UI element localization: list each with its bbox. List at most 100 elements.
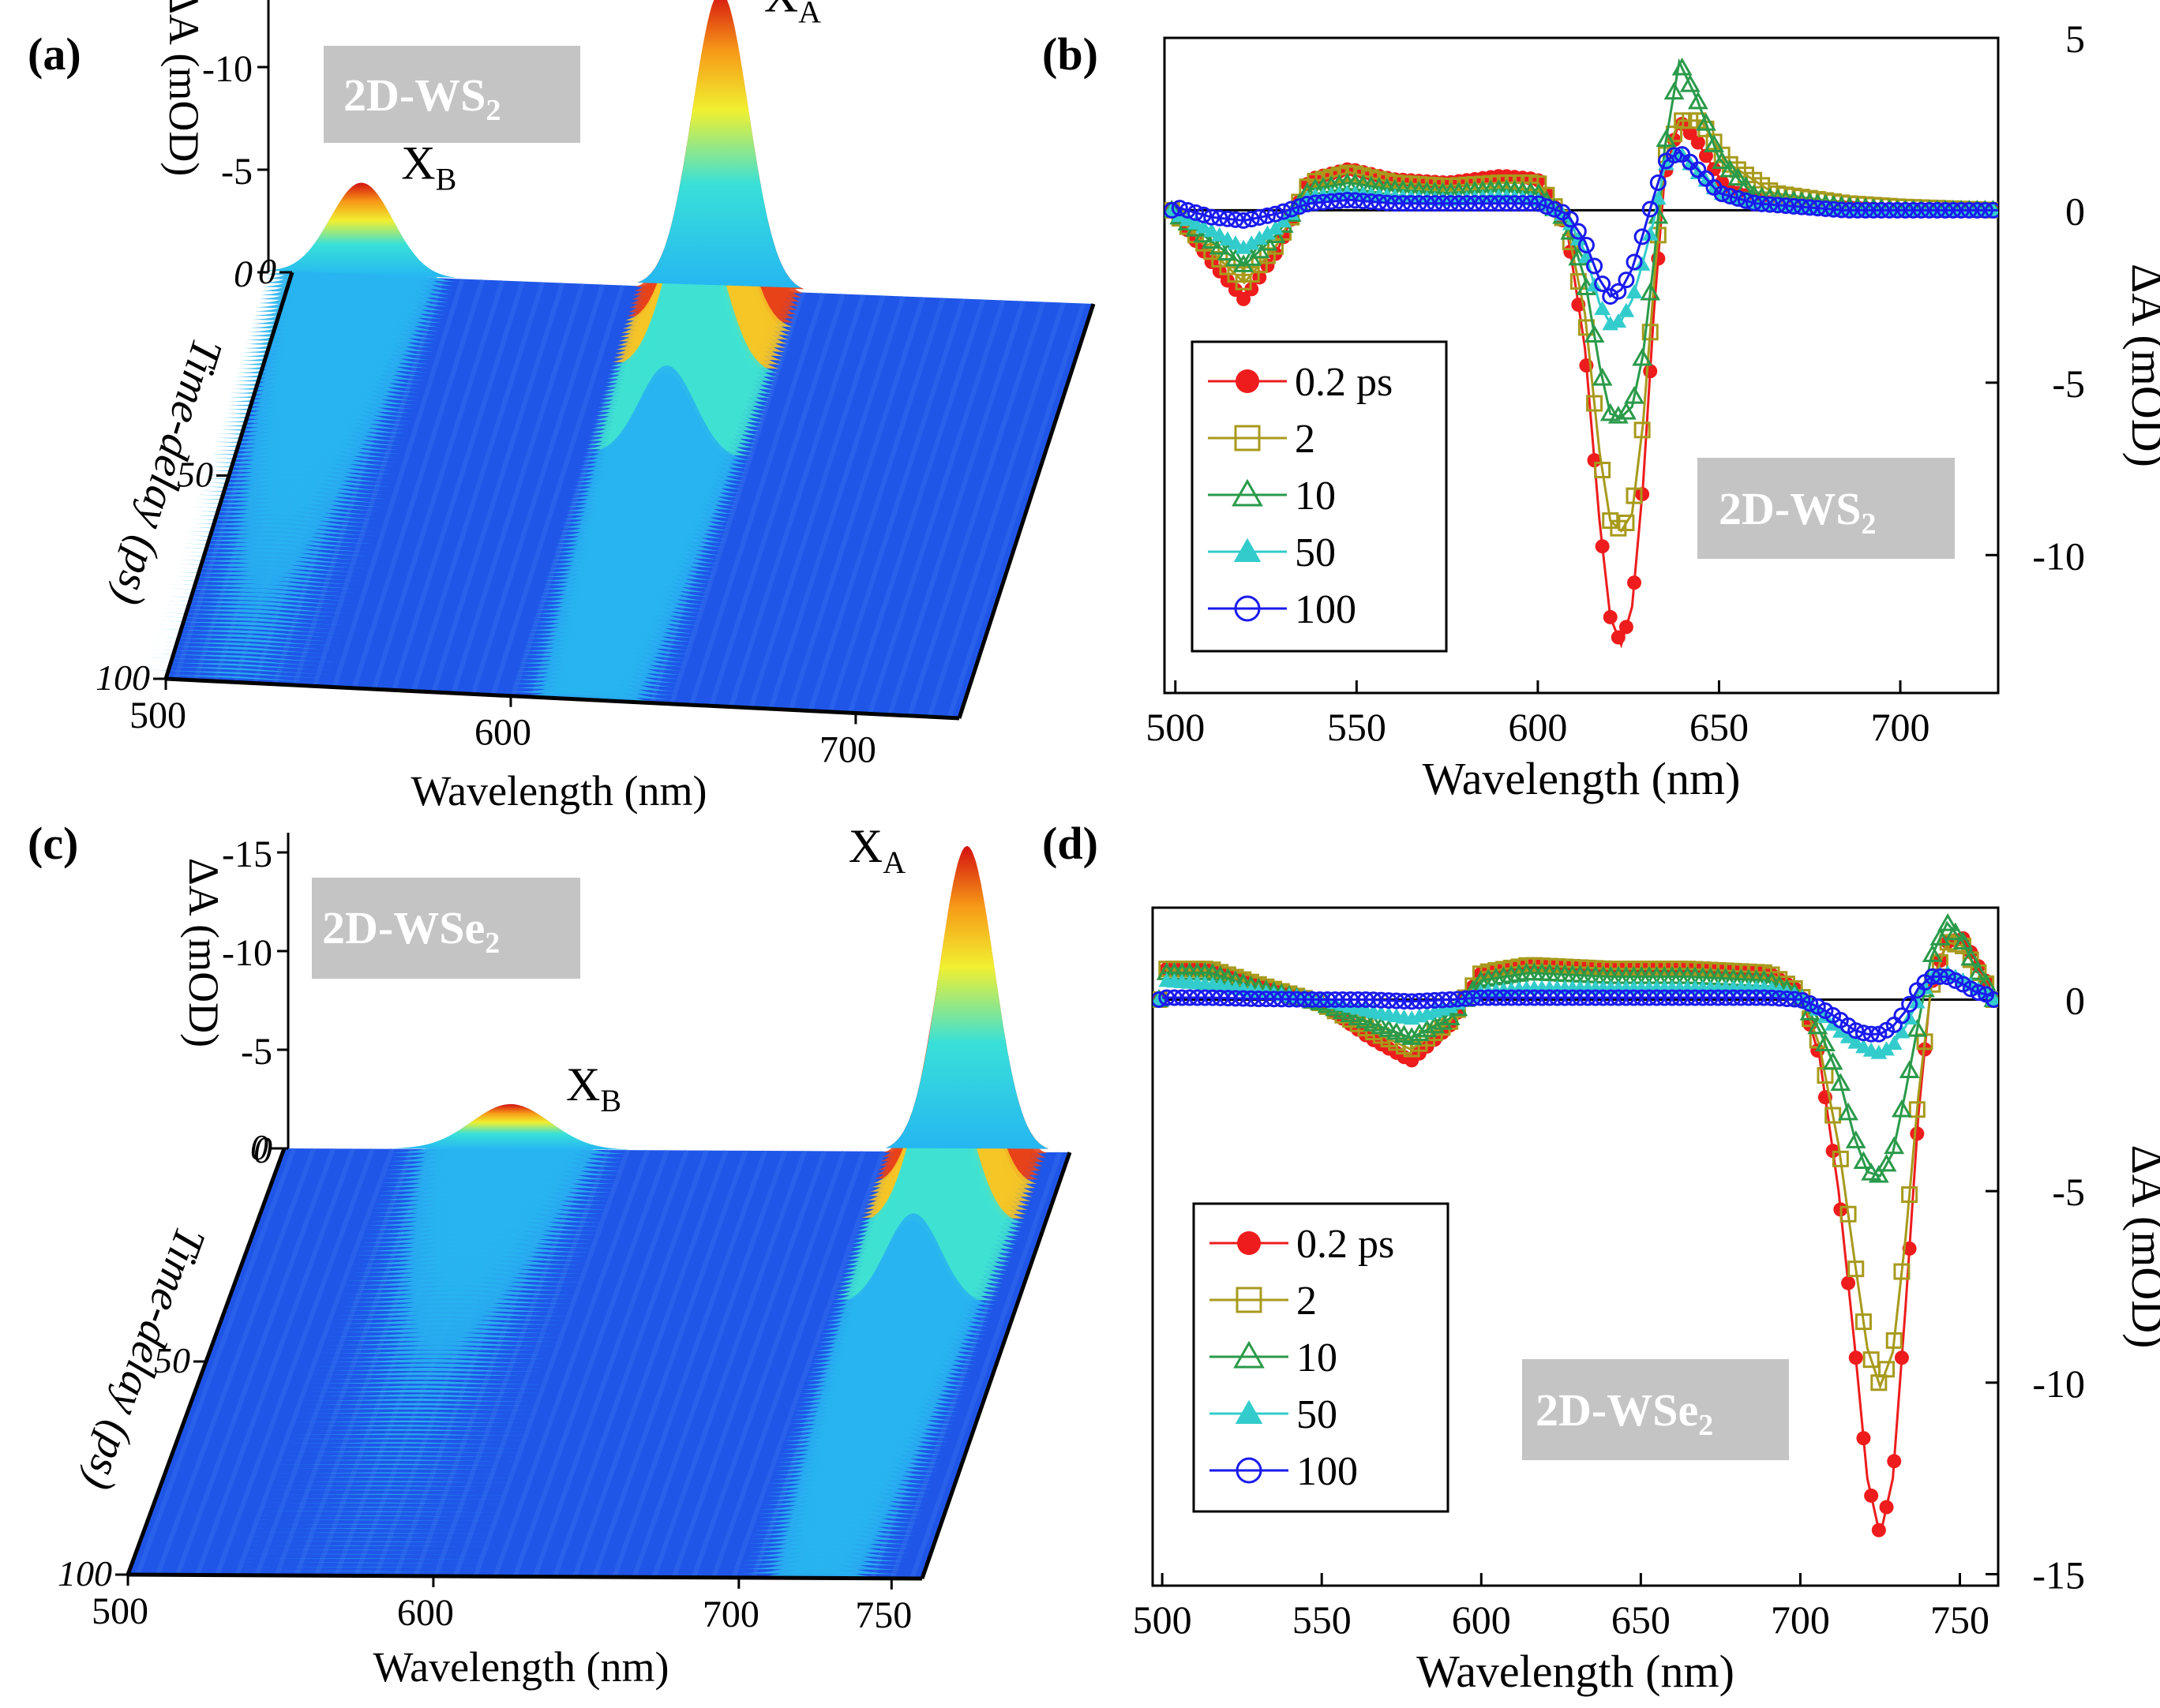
panel-a-surface-streak [808,297,946,712]
panel-a-peak-slice [145,665,332,675]
panel-b-badge-text: 2D-WS [1719,483,1861,534]
panel-d-series-point [1962,980,1979,998]
panel-b-series-point [1704,134,1724,152]
panel-c-peak-slice [281,1455,519,1457]
panel-a-wl-tick-label: 600 [474,712,531,754]
panel-b-series-point [1881,201,1898,219]
panel-b-series-point [1968,201,1986,219]
panel-a-peak-slice [148,657,335,667]
panel-c-surface-streak [651,1150,808,1579]
panel-b-series-point [1679,74,1701,92]
panel-c-peak-slice [339,1290,576,1300]
panel-c-peak-slice [252,1537,490,1538]
panel-c-z-tick-label: -10 [222,932,272,974]
panel-c-peak-slice [736,1567,901,1579]
panel-b-series-point [1211,227,1228,242]
panel-b-series-point [1562,211,1579,228]
panel-b-series-point [1841,201,1858,219]
panel-a-surface-streak [709,293,846,707]
panel-c-surface-streak [155,1148,317,1576]
panel-b-legend-box [1191,340,1448,653]
panel-c-peak-slice [270,1485,508,1487]
svg-text:2D-WSe2: 2D-WSe2 [322,902,500,960]
panel-b-legend-marker [1234,425,1261,451]
panel-a-peak-slice [169,588,356,597]
panel-d-series-point [1937,913,1959,931]
panel-b-series-point [1595,539,1610,554]
panel-b-series-point [1394,195,1412,212]
panel-d-series-point [1853,1151,1874,1170]
panel-c-z-tick-label: -5 [241,1031,272,1073]
panel-c-peak-slice [242,1562,481,1564]
panel-c-edge-right [920,1152,1072,1579]
panel-a-surface-streak [688,292,826,706]
panel-b-series-point [1450,195,1468,212]
panel-b-series-point [1641,324,1659,341]
panel-a-peak-XA [507,0,804,704]
panel-a-peak-front [268,182,456,278]
panel-b-series-line [1175,150,1998,298]
panel-a-axis-wavelength [165,676,960,721]
panel-d-y-tick-label: 0 [2065,978,2085,1022]
panel-d-series-point [1856,1431,1871,1446]
panel-b-series-point [1584,324,1605,343]
panel-d-series-point [1931,968,1948,985]
panel-b-series-point [1849,201,1866,219]
panel-b-series-point [1251,230,1268,245]
panel-d-y-tick-label: -5 [2052,1170,2085,1214]
panel-b-badge-sub: 2 [1861,508,1876,541]
panel-b-series-point [1569,223,1587,240]
panel-b-series-point [1458,195,1476,212]
panel-a-time-tick-label: 50 [177,455,213,495]
panel-d-series-point [1432,1011,1453,1030]
panel-c-surface-streak [195,1148,355,1576]
panel-b-series-point [1355,193,1372,210]
panel-b-series-point [1490,195,1507,212]
panel-c-peak-slice [256,1523,495,1526]
panel-b-series-point [1171,200,1188,217]
panel-c-annotation-main: X [849,820,883,872]
panel-b-series-point [1211,209,1228,227]
panel-b-series-point [1761,196,1779,213]
panel-a-peak-slice [160,616,347,626]
panel-b-series-point [1643,364,1658,379]
panel-a-surface-streak [827,298,966,713]
panel-d-series-point [1910,1126,1925,1141]
panel-c-surface-streak [453,1149,611,1578]
panel-d-series-point [1794,991,1811,1009]
panel-b-series-point [1251,208,1268,226]
panel-a-wl-axis-label: Wavelength (nm) [411,767,707,815]
panel-b-series-4 [1164,146,1998,305]
panel-d-series-point [1968,961,1989,980]
panel-b-series-point [1466,195,1483,212]
panel-c-surface-streak [711,1150,866,1579]
panel-d-series-point [1952,931,1974,950]
panel-b-series-point [1235,212,1252,229]
panel-d-plot: 500 550 600 650 700 750 0 -5 -10 -15 Wavelength (n… [1133,913,2160,1697]
panel-a-surface-streak [847,298,986,714]
panel-c-surface-streak [552,1149,709,1578]
panel-b-legend-label: 50 [1295,530,1336,575]
panel-b-series-point [1275,203,1292,220]
panel-b-series-point [1746,194,1763,212]
panel-b-x-tick-label: 500 [1146,705,1205,749]
panel-c-peak-slice [326,1327,564,1334]
panel-d-series-point [1845,1130,1866,1148]
panel-b-badge: 2D-WS2 [1697,458,1955,559]
panel-b-series-point [1427,195,1444,212]
panel-c-time-tick-label: 0 [250,1127,268,1167]
panel-c-peak-slice [278,1463,516,1466]
panel-d-legend-marker [1235,1399,1263,1424]
panel-d-series-point [1893,1007,1911,1024]
panel-b-series-point [1896,201,1914,219]
panel-d-series-point [1839,1205,1857,1223]
panel-b-series-point [1777,197,1794,215]
panel-a-surface-streak [887,300,1026,716]
panel-a-annotation-sub: B [436,161,457,197]
panel-b-series-point [1785,197,1802,215]
panel-d-frame [1151,906,2000,1587]
panel-a-peak-slice [167,592,355,601]
panel-b-series-point [1633,228,1651,245]
panel-c-peak-slice [337,1295,574,1304]
